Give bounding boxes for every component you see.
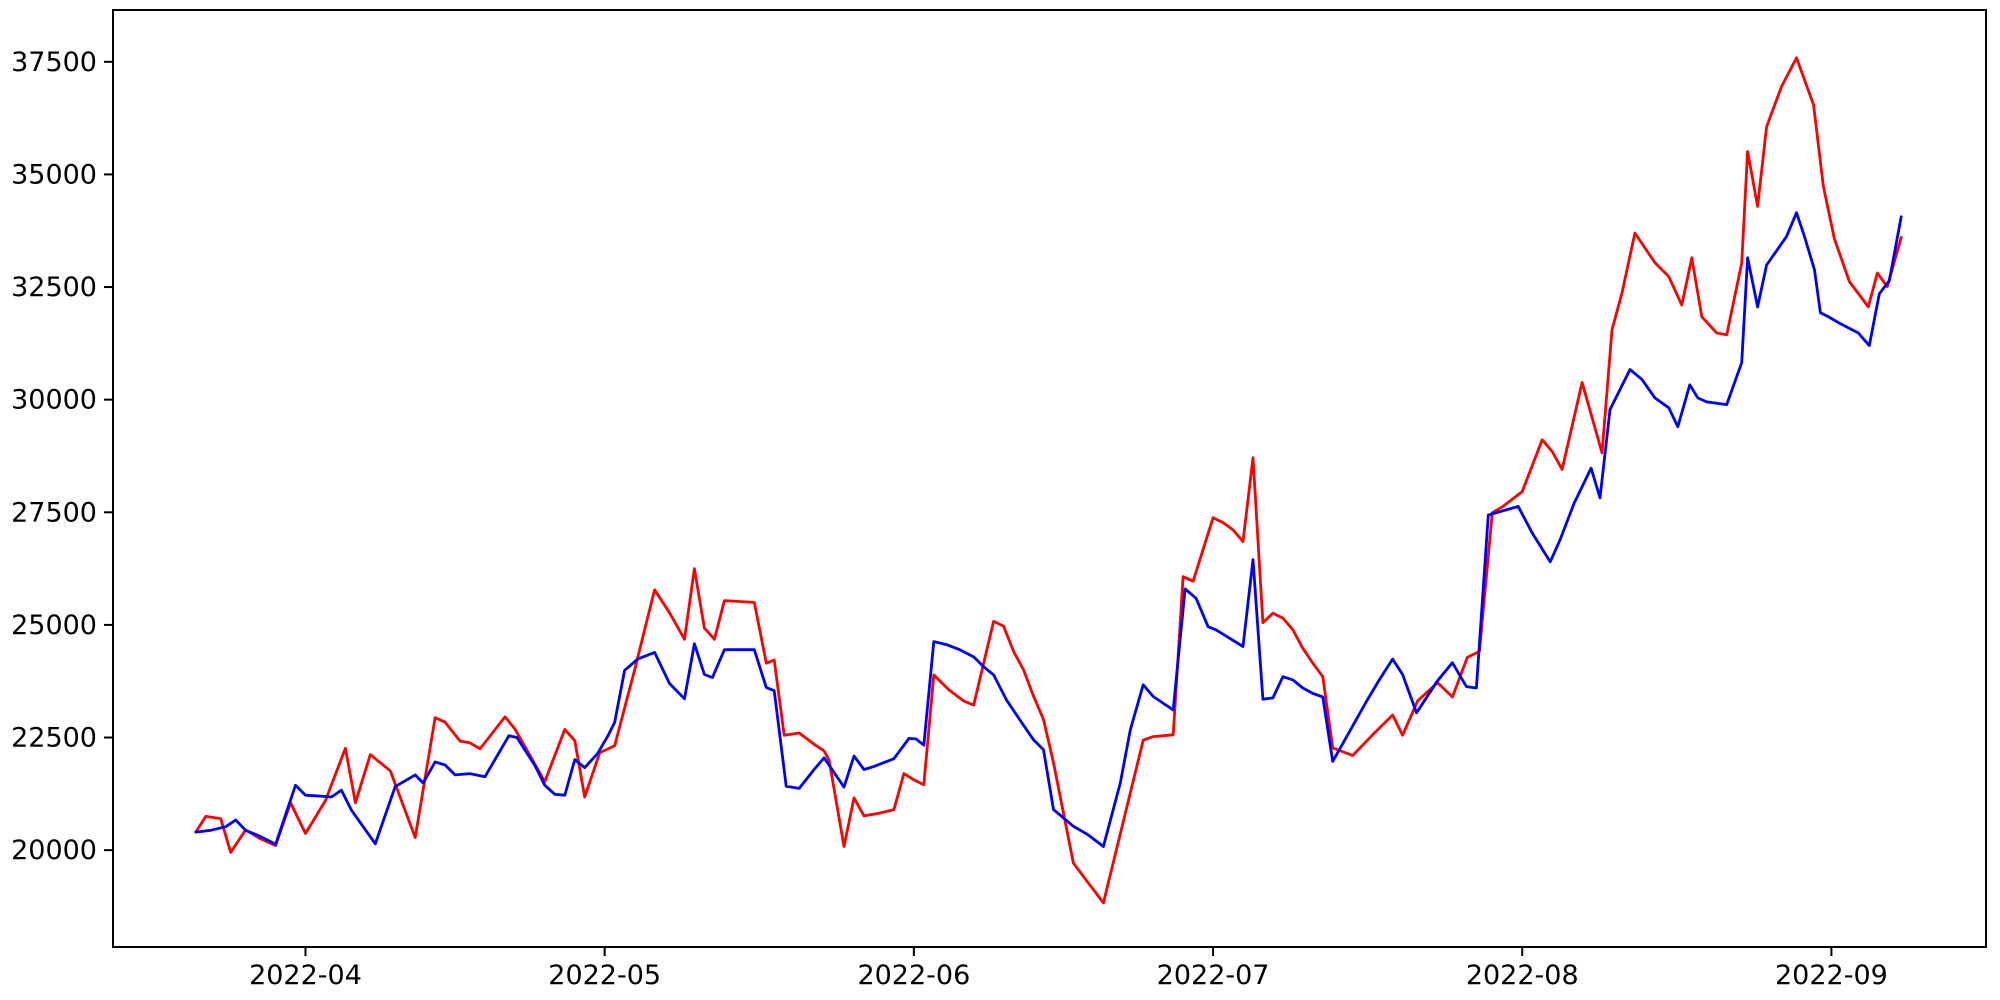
y-axis-tick-label: 25000 [11,610,97,641]
plot-border [112,9,1987,948]
x-axis-tick-label: 2022-06 [857,960,970,991]
y-axis-tick-label: 27500 [11,497,97,528]
x-axis-tick-label: 2022-04 [249,960,362,991]
y-axis-tick-label: 32500 [11,272,97,303]
y-axis-tick-label: 30000 [11,385,97,416]
x-axis-tick-label: 2022-05 [548,960,661,991]
x-axis-tick-label: 2022-08 [1466,960,1579,991]
y-axis-tick-label: 20000 [11,835,97,866]
x-axis-tick-label: 2022-09 [1775,960,1888,991]
y-axis-tick-label: 35000 [11,159,97,190]
series-red-line [194,56,1903,905]
y-axis-tick-label: 22500 [11,723,97,754]
y-axis-tick-label: 37500 [11,47,97,78]
series-blue-line [194,211,1903,848]
x-axis-tick-label: 2022-07 [1157,960,1270,991]
